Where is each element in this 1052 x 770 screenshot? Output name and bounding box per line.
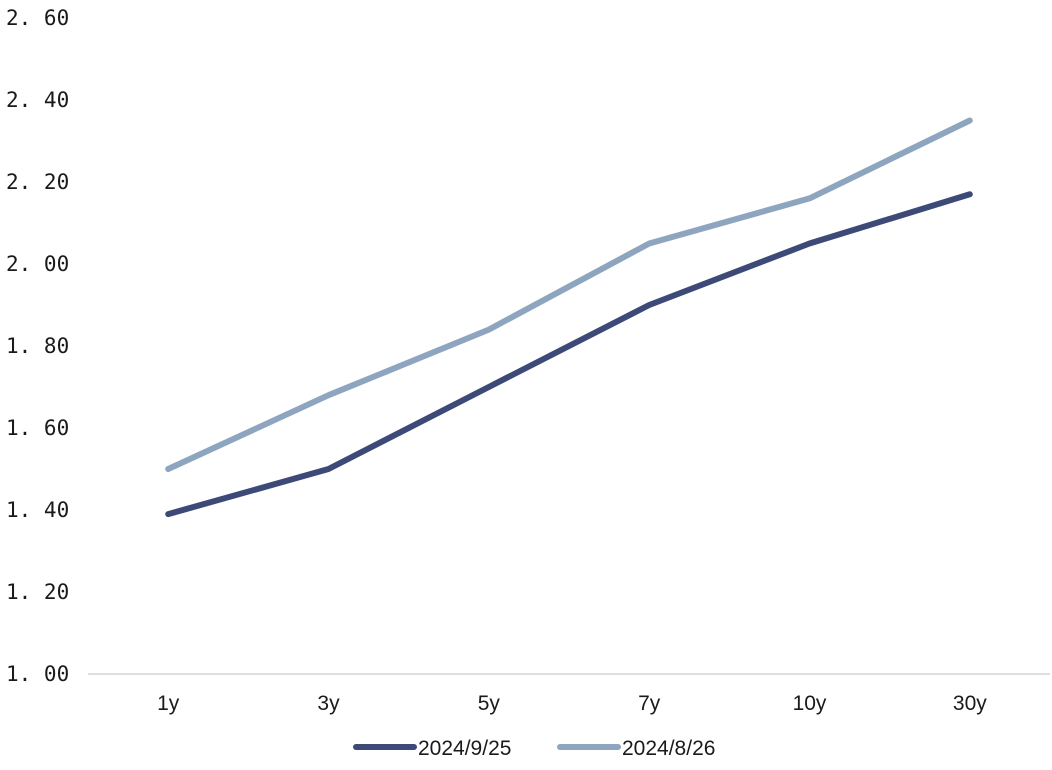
legend-label: 2024/8/26 [622,737,715,760]
y-tick-label: 1. 60 [6,416,69,440]
legend: 2024/9/25 2024/8/26 [353,737,715,760]
y-tick-label: 1. 80 [6,334,69,358]
y-tick-label: 1. 40 [6,498,69,522]
y-tick-label: 1. 20 [6,580,69,604]
x-tick-label: 1y [157,692,180,715]
legend-label: 2024/9/25 [418,737,511,760]
y-tick-label: 2. 40 [6,88,69,112]
x-axis: 1y 3y 5y 7y 10y 30y [157,692,987,715]
series-line-0 [165,191,973,518]
x-tick-label: 10y [793,692,827,715]
y-tick-label: 2. 60 [6,6,69,30]
series-layer [165,117,973,518]
x-tick-label: 7y [638,692,661,715]
x-tick-label: 30y [953,692,987,715]
x-tick-label: 5y [478,692,501,715]
y-tick-label: 1. 00 [6,662,69,686]
x-tick-label: 3y [317,692,340,715]
y-tick-label: 2. 00 [6,252,69,276]
y-tick-label: 2. 20 [6,170,69,194]
series-line-1 [165,117,973,472]
y-axis: 1. 00 1. 20 1. 40 1. 60 1. 80 2. 00 2. 20 2. 40… [6,6,69,686]
